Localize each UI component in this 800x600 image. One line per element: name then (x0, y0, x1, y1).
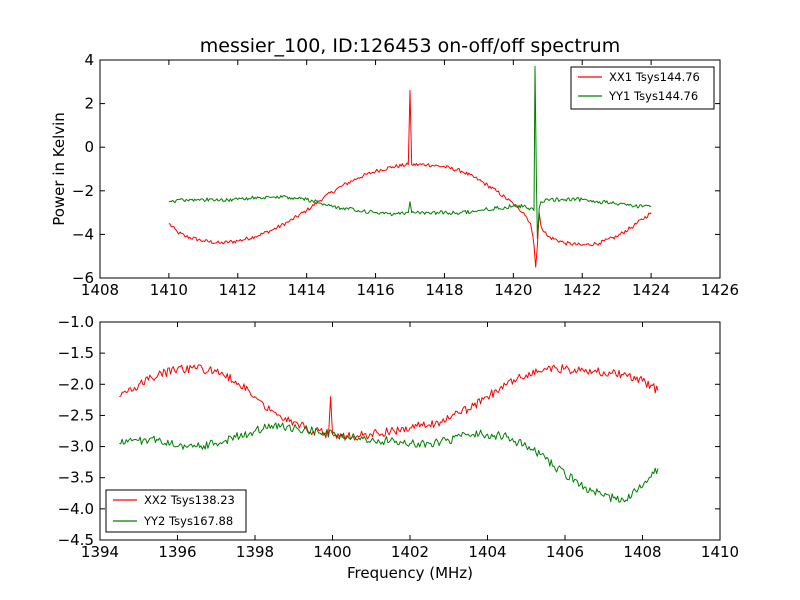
legend-label-xx2: XX2 Tsys138.23 (144, 493, 235, 507)
bottom-x-tick-label: 1408 (623, 543, 661, 561)
top-x-tick-label: 1410 (150, 281, 188, 299)
top-y-tick-label: −4 (72, 225, 94, 243)
top-x-tick-label: 1408 (81, 281, 119, 299)
bottom-panel: 1394 1396 1398 1400 1402 1404 1406 1408 1410 −4.5… (58, 313, 740, 582)
top-y-tick-label: 2 (84, 95, 94, 113)
bottom-x-tick-label: 1402 (391, 543, 429, 561)
bottom-x-tick-label: 1406 (546, 543, 584, 561)
chart-title: messier_100, ID:126453 on-off/off spectr… (200, 35, 620, 57)
bottom-x-tick-label: 1410 (701, 543, 739, 561)
bottom-x-tick-label: 1398 (236, 543, 274, 561)
bottom-panel-ticks: 1394 1396 1398 1400 1402 1404 1406 1408 1410 −4.5… (58, 313, 740, 561)
bottom-panel-legend-box (105, 489, 247, 533)
bottom-y-tick-label: −1.0 (58, 313, 94, 331)
top-x-tick-label: 1418 (425, 281, 463, 299)
bottom-panel-legend: XX2 Tsys138.23 YY2 Tsys167.88 (105, 489, 247, 533)
bottom-x-tick-label: 1394 (81, 543, 119, 561)
top-panel-series (168, 66, 652, 268)
bottom-series-line-yy2 (119, 422, 659, 503)
top-panel-legend-box (570, 66, 715, 110)
bottom-y-tick-label: −2.5 (58, 406, 94, 424)
bottom-y-tick-label: −3.0 (58, 438, 94, 456)
top-x-tick-label: 1412 (219, 281, 257, 299)
top-y-tick-label: 0 (84, 138, 94, 156)
bottom-x-tick-label: 1400 (313, 543, 351, 561)
top-series-line-yy1 (168, 66, 652, 240)
top-x-tick-label: 1416 (356, 281, 394, 299)
top-y-tick-label: −2 (72, 182, 94, 200)
bottom-y-tick-label: −3.5 (58, 469, 94, 487)
legend-label-yy1: YY1 Tsys144.76 (608, 89, 698, 103)
bottom-panel-series (119, 364, 659, 503)
bottom-series-line-xx2 (119, 364, 659, 441)
bottom-x-tick-label: 1404 (468, 543, 506, 561)
top-panel: 1408 1410 1412 1414 1416 1418 1420 1422 1424 1426… (50, 51, 739, 299)
top-series-line-xx1 (168, 90, 652, 268)
top-panel-legend: XX1 Tsys144.76 YY1 Tsys144.76 (570, 66, 715, 110)
bottom-x-tick-label: 1396 (158, 543, 196, 561)
legend-label-xx1: XX1 Tsys144.76 (609, 70, 700, 84)
bottom-y-tick-label: −2.0 (58, 375, 94, 393)
bottom-y-tick-label: −4.0 (58, 500, 94, 518)
bottom-y-tick-label: −4.5 (58, 531, 94, 549)
top-x-tick-label: 1420 (494, 281, 532, 299)
top-x-tick-label: 1426 (701, 281, 739, 299)
top-x-tick-label: 1414 (288, 281, 326, 299)
top-x-tick-label: 1422 (563, 281, 601, 299)
top-y-tick-label: −6 (72, 269, 94, 287)
top-x-tick-label: 1424 (632, 281, 670, 299)
x-axis-label: Frequency (MHz) (347, 564, 473, 582)
legend-label-yy2: YY2 Tsys167.88 (143, 514, 233, 528)
top-panel-ticks: 1408 1410 1412 1414 1416 1418 1420 1422 1424 1426… (72, 51, 739, 299)
top-y-tick-label: 4 (84, 51, 94, 69)
top-panel-frame (99, 59, 721, 279)
top-panel-y-axis-label: Power in Kelvin (50, 112, 68, 226)
bottom-y-tick-label: −1.5 (58, 344, 94, 362)
